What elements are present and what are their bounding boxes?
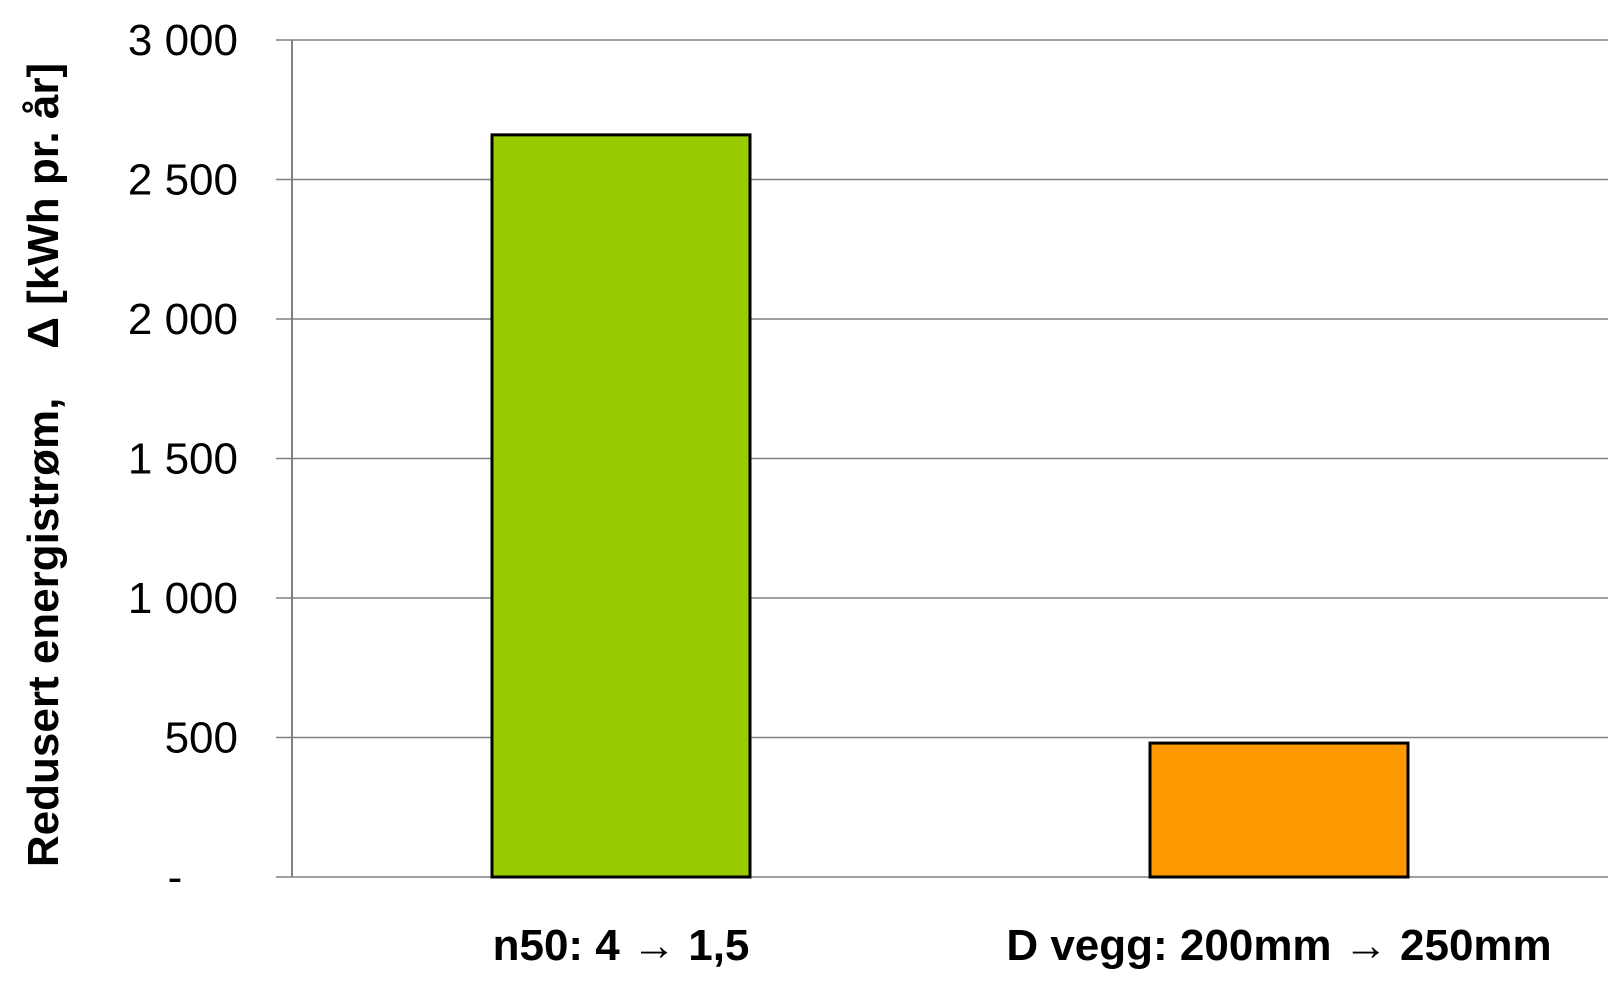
y-tick-label: 2 500 bbox=[128, 156, 238, 205]
x-category-labels: n50: 4 → 1,5 D vegg: 200mm → 250mm bbox=[493, 921, 1552, 970]
y-tick-label: 500 bbox=[165, 714, 238, 763]
y-tick-label: 1 500 bbox=[128, 435, 238, 484]
y-tick-labels: - 500 1 000 1 500 2 000 2 500 3 000 bbox=[128, 16, 238, 902]
bar bbox=[1148, 741, 1410, 879]
y-axis-title: Redusert energistrøm, Δ [kWh pr. år] bbox=[19, 63, 68, 867]
y-tick-label: - bbox=[168, 853, 183, 902]
bars bbox=[490, 133, 1410, 879]
y-tick-label: 3 000 bbox=[128, 16, 238, 65]
x-category-label: D vegg: 200mm → 250mm bbox=[1006, 921, 1551, 970]
y-tick-label: 1 000 bbox=[128, 574, 238, 623]
y-tick-label: 2 000 bbox=[128, 295, 238, 344]
x-category-label: n50: 4 → 1,5 bbox=[493, 921, 750, 970]
bar bbox=[490, 133, 752, 879]
